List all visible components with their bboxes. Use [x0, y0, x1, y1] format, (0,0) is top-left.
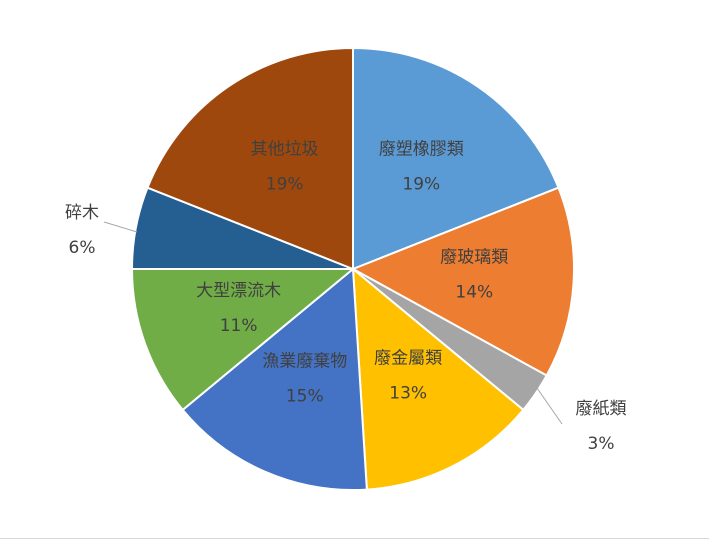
leader-line	[103, 221, 138, 233]
slice-category-label: 其他垃圾	[251, 139, 319, 159]
slice-percent-label: 19%	[266, 174, 304, 194]
slice-category-label: 廢金屬類	[374, 348, 442, 368]
slice-percent-label: 19%	[402, 174, 440, 194]
slice-percent-label: 13%	[389, 383, 427, 403]
slice-percent-label: 14%	[455, 283, 493, 303]
bottom-divider	[0, 538, 709, 539]
slice-percent-label: 3%	[588, 434, 615, 454]
pie-slice	[350, 186, 575, 377]
pie-slice	[351, 266, 525, 491]
slice-percent-label: 6%	[69, 238, 96, 258]
slice-category-label: 廢玻璃類	[440, 248, 508, 268]
pie-slice	[181, 266, 368, 491]
pie-slice	[146, 46, 354, 271]
slice-category-label: 廢塑橡膠類	[379, 139, 464, 159]
slice-category-label: 碎木	[65, 203, 99, 223]
pie-slice	[130, 268, 356, 412]
slice-percent-label: 11%	[220, 316, 258, 336]
slice-category-label: 大型漂流木	[196, 281, 281, 301]
slice-category-label: 漁業廢棄物	[262, 352, 347, 372]
slice-category-label: 廢紙類	[576, 399, 627, 419]
pie-slice	[352, 46, 560, 271]
leader-line	[536, 387, 563, 425]
slice-percent-label: 15%	[286, 387, 324, 407]
